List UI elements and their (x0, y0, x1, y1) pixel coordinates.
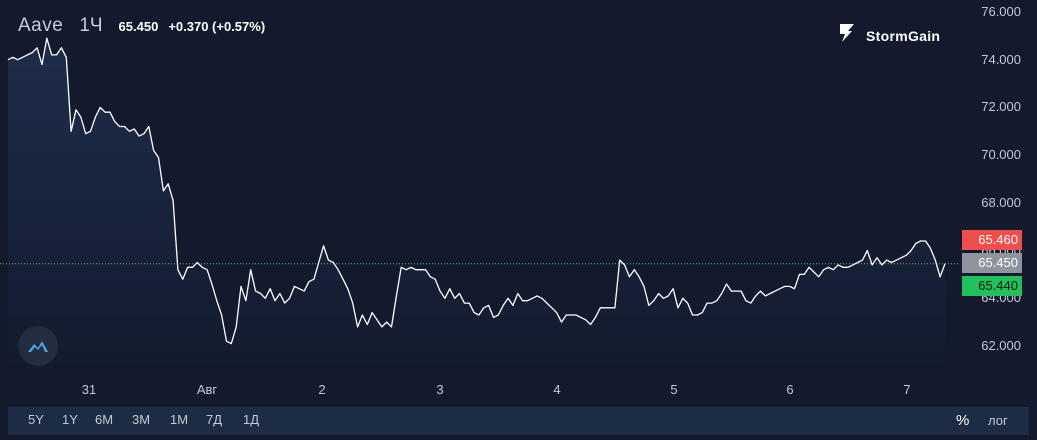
x-tick-label: 4 (553, 382, 561, 397)
symbol-name: Aave (18, 15, 64, 36)
chart-header: Aave 1Ч 65.450 +0.370 (+0.57%) (18, 15, 265, 37)
x-tick-label: 7 (903, 382, 911, 397)
range-button-1d[interactable]: 1Д (243, 412, 260, 427)
brand-logo: StormGain (836, 22, 940, 49)
tradingview-logo-icon[interactable] (18, 326, 58, 366)
x-tick-label: 31 (81, 382, 97, 397)
stormgain-logo-icon (836, 22, 858, 49)
brand-name: StormGain (866, 27, 941, 44)
chart-area[interactable] (0, 0, 960, 376)
x-tick-label: 3 (436, 382, 444, 397)
high-price-tag: 65.460 (962, 230, 1022, 250)
range-button-5y[interactable]: 5Y (28, 412, 44, 427)
low-price-tag: 65.440 (962, 276, 1022, 296)
y-tick-label: 74.000 (981, 51, 1021, 67)
x-tick-label: 5 (670, 382, 678, 397)
log-scale-button[interactable]: лог (988, 413, 1008, 428)
last-price: 65.450 (118, 19, 159, 34)
current-price-tag: 65.450 (962, 253, 1022, 273)
time-range-bar: 5Y 1Y 6M 3M 1M 7Д 1Д (8, 407, 1029, 435)
range-button-3m[interactable]: 3M (132, 412, 151, 427)
price-area-fill (8, 38, 945, 376)
range-button-7d[interactable]: 7Д (206, 412, 223, 427)
x-tick-label: 6 (786, 382, 794, 397)
range-button-1m[interactable]: 1M (170, 412, 189, 427)
y-tick-label: 72.000 (981, 99, 1021, 115)
price-change: +0.370 (+0.57%) (168, 19, 266, 34)
y-tick-label: 68.000 (981, 194, 1021, 210)
y-tick-label: 76.000 (981, 4, 1021, 19)
range-button-6m[interactable]: 6M (95, 412, 114, 427)
price-chart[interactable] (0, 0, 960, 376)
x-tick-label: Авг (196, 382, 218, 397)
y-tick-label: 62.000 (981, 338, 1021, 353)
timeframe-label: 1Ч (79, 15, 103, 36)
y-tick-label: 70.000 (981, 147, 1021, 163)
price-line (7, 37, 946, 345)
range-button-1y[interactable]: 1Y (62, 412, 78, 427)
x-tick-label: 2 (318, 382, 326, 397)
percent-scale-button[interactable]: % (956, 412, 970, 429)
